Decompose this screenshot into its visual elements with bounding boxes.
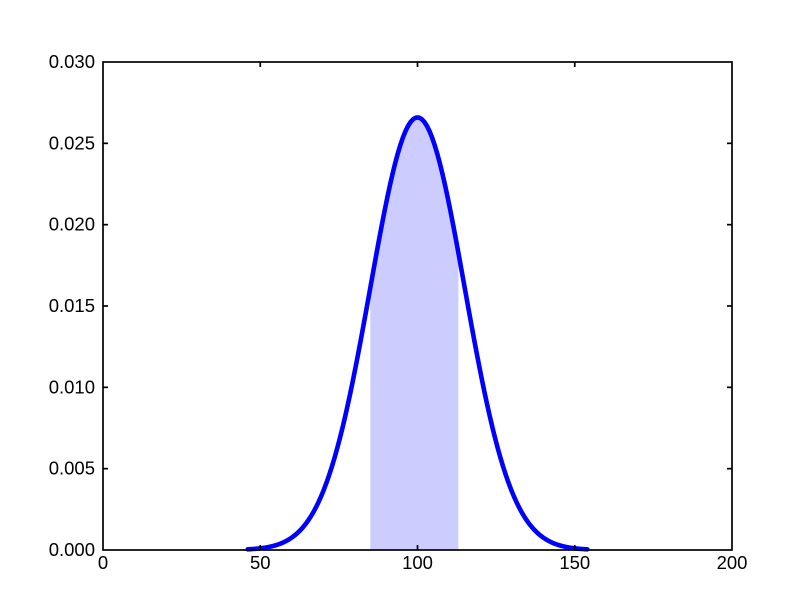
svg-text:0.015: 0.015	[49, 295, 95, 316]
svg-text:0.020: 0.020	[49, 214, 95, 235]
svg-text:0.005: 0.005	[49, 458, 95, 479]
svg-text:0.025: 0.025	[49, 132, 95, 153]
svg-text:100: 100	[402, 552, 433, 573]
svg-text:0.000: 0.000	[49, 539, 95, 560]
svg-text:0.030: 0.030	[49, 51, 95, 72]
svg-text:0: 0	[98, 552, 108, 573]
svg-text:200: 200	[717, 552, 748, 573]
svg-text:150: 150	[559, 552, 590, 573]
svg-text:50: 50	[250, 552, 271, 573]
svg-text:0.010: 0.010	[49, 376, 95, 397]
